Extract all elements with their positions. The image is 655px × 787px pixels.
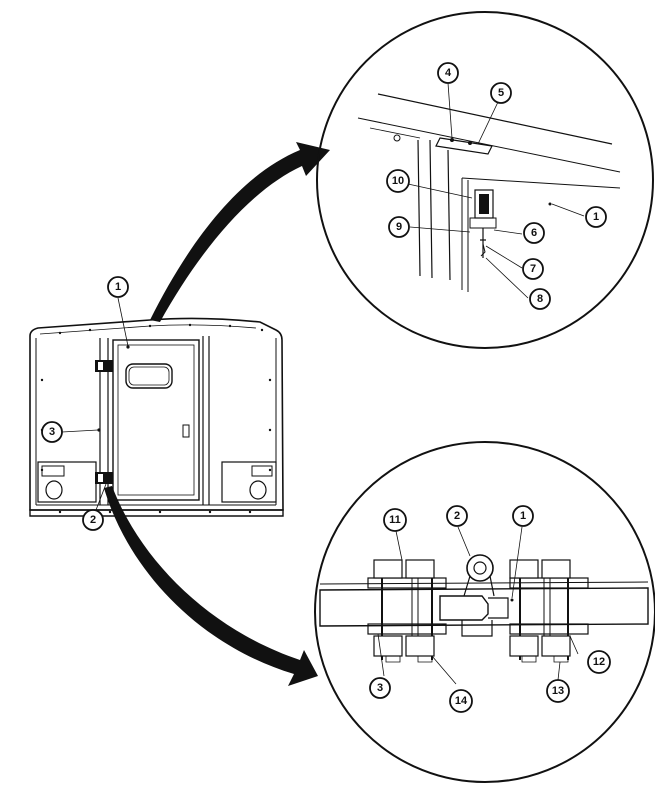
svg-text:2: 2 <box>454 510 460 522</box>
callout-2-bottom: 2 <box>446 505 468 527</box>
callout-1-rear: 1 <box>107 276 129 298</box>
upper-hinge <box>95 360 113 372</box>
svg-text:4: 4 <box>445 67 452 79</box>
top-detail-view <box>316 11 654 349</box>
callout-8: 8 <box>529 288 551 310</box>
svg-text:1: 1 <box>520 510 526 522</box>
svg-text:1: 1 <box>593 211 599 223</box>
svg-text:14: 14 <box>455 695 468 707</box>
callout-5: 5 <box>490 82 512 104</box>
svg-text:9: 9 <box>396 221 402 233</box>
callout-3-bottom: 3 <box>369 677 391 699</box>
callout-1-bottom: 1 <box>512 505 534 527</box>
callout-10: 10 <box>386 169 410 193</box>
callout-7: 7 <box>522 258 544 280</box>
svg-text:3: 3 <box>377 682 383 694</box>
svg-text:11: 11 <box>389 514 401 526</box>
callout-4: 4 <box>437 62 459 84</box>
bottom-detail-view <box>314 441 655 783</box>
svg-text:7: 7 <box>530 263 536 275</box>
svg-text:3: 3 <box>49 426 55 438</box>
svg-text:13: 13 <box>552 685 564 697</box>
svg-text:2: 2 <box>90 514 96 526</box>
callout-14: 14 <box>449 689 473 713</box>
callout-11: 11 <box>383 508 407 532</box>
arrow-to-top-detail <box>150 142 330 322</box>
callout-2-rear: 2 <box>82 509 104 531</box>
arrow-to-bottom-detail <box>104 486 318 686</box>
callout-13: 13 <box>546 679 570 703</box>
svg-text:6: 6 <box>531 227 537 239</box>
svg-text:1: 1 <box>115 281 121 293</box>
callout-6: 6 <box>523 222 545 244</box>
svg-text:10: 10 <box>392 175 404 187</box>
callout-3-rear: 3 <box>41 421 63 443</box>
svg-text:12: 12 <box>593 656 605 668</box>
lower-hinge <box>95 472 113 484</box>
svg-text:8: 8 <box>537 293 543 305</box>
callout-1-top: 1 <box>585 206 607 228</box>
callout-12: 12 <box>587 650 611 674</box>
svg-text:5: 5 <box>498 87 504 99</box>
rear-panel-view <box>29 317 284 517</box>
callout-9: 9 <box>388 216 410 238</box>
